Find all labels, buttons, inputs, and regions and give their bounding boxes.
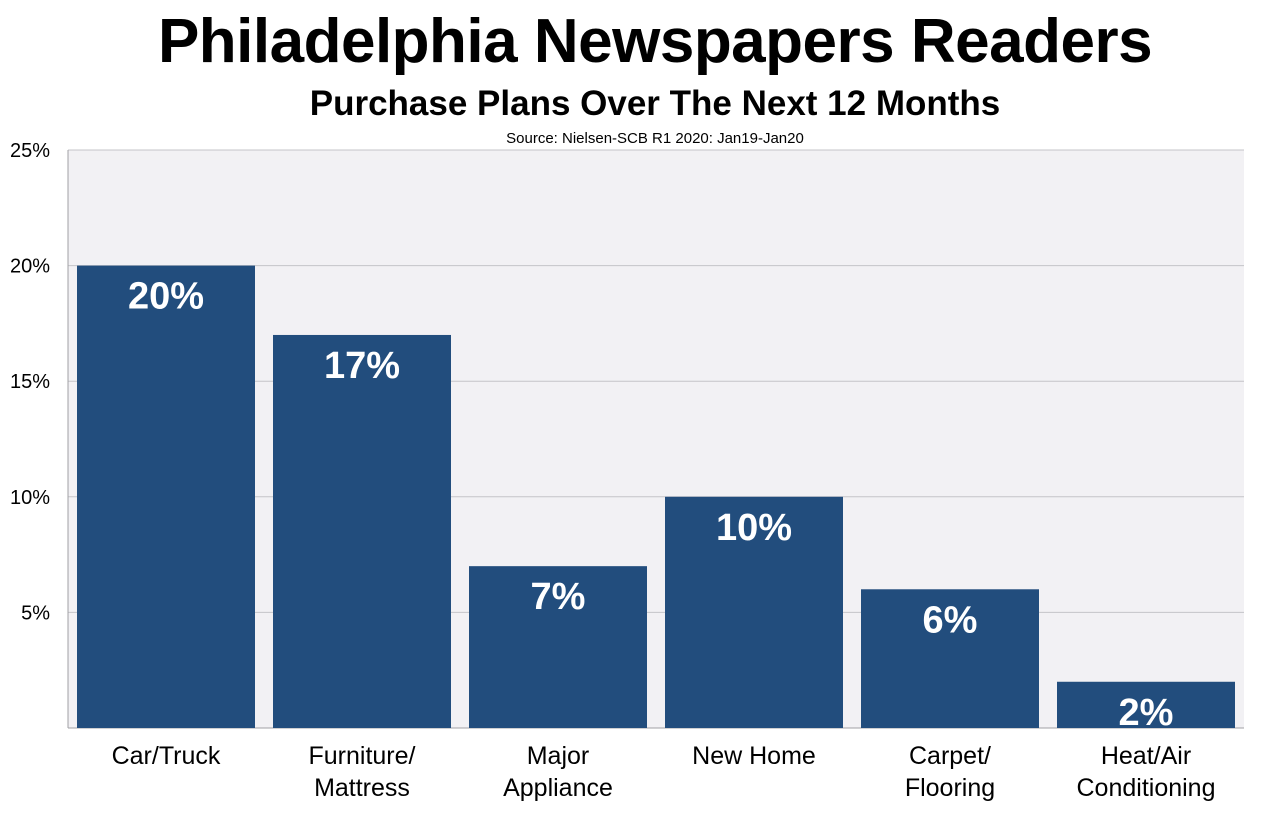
x-tick-label: Car/Truck — [112, 742, 221, 770]
bar-value-label: 20% — [128, 276, 204, 318]
bar — [1057, 681, 1235, 728]
x-tick-label: New Home — [692, 742, 816, 770]
x-tick-label: Major — [527, 742, 590, 770]
x-tick-label: Flooring — [905, 774, 995, 802]
y-tick-label: 25% — [10, 140, 50, 162]
bar-value-label: 7% — [531, 576, 586, 618]
x-tick-label: Appliance — [503, 774, 613, 802]
bar — [273, 334, 451, 728]
chart-subtitle: Purchase Plans Over The Next 12 Months — [309, 84, 1001, 123]
y-tick-label: 15% — [10, 371, 50, 393]
bar-value-label: 6% — [923, 599, 978, 641]
bar — [77, 265, 255, 728]
y-tick-label: 10% — [10, 487, 50, 509]
x-tick-label: Carpet/ — [909, 742, 991, 770]
bar-value-label: 2% — [1119, 692, 1174, 734]
bar — [861, 589, 1039, 728]
plot-area — [68, 150, 1244, 728]
bar-value-label: 17% — [324, 345, 400, 387]
x-tick-label: Conditioning — [1077, 774, 1216, 802]
x-tick-label: Mattress — [314, 774, 410, 802]
x-tick-label: Heat/Air — [1101, 742, 1191, 770]
chart-title: Philadelphia Newspapers Readers — [157, 7, 1153, 76]
y-tick-label: 20% — [10, 256, 50, 278]
chart-source: Source: Nielsen-SCB R1 2020: Jan19-Jan20 — [506, 130, 804, 147]
x-tick-label: Furniture/ — [309, 742, 416, 770]
bar — [469, 566, 647, 728]
bar — [665, 496, 843, 728]
y-tick-label: 5% — [21, 602, 50, 624]
bar-value-label: 10% — [716, 507, 792, 549]
